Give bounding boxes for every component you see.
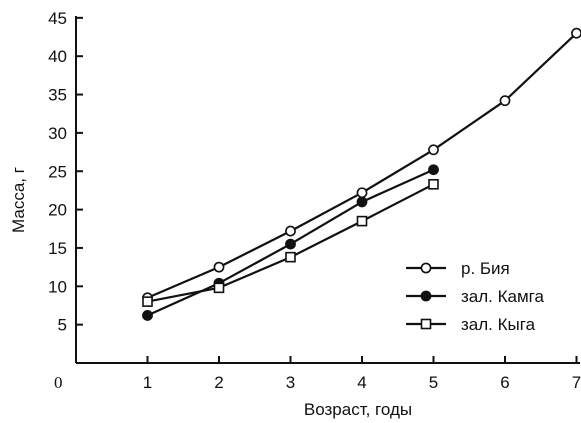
data-point-зал-кыга [142, 296, 153, 307]
y-axis-ticks: 5 10 15 20 25 30 35 40 45 [48, 9, 83, 335]
legend-marker [420, 290, 432, 302]
y-tick-label: 10 [48, 277, 67, 296]
y-tick-label: 30 [48, 124, 67, 143]
x-tick-label: 5 [429, 373, 438, 392]
x-tick-label: 2 [214, 373, 223, 392]
series-layer [142, 27, 581, 321]
series-зал-кыга [142, 178, 439, 307]
x-tick-label: 6 [500, 373, 509, 392]
data-point-р-бия [356, 187, 368, 199]
data-point-р-бия [571, 27, 581, 39]
legend-label: зал. Камга [461, 287, 544, 306]
x-tick-label: 3 [286, 373, 295, 392]
x-axis-title: Возраст, годы [304, 400, 412, 419]
x-tick-label: 7 [572, 373, 581, 392]
legend: р. Бия зал. Камга зал. Кыга [406, 259, 544, 334]
legend-marker [420, 262, 432, 274]
data-point-р-бия [499, 95, 511, 107]
y-tick-label: 45 [48, 9, 67, 28]
data-point-зал-кыга [213, 282, 225, 294]
data-point-р-бия [213, 261, 225, 273]
series-р-бия [142, 27, 581, 304]
series-зал-камга [142, 164, 439, 321]
data-point-зал-кыга [285, 251, 296, 263]
y-tick-label: 5 [58, 316, 67, 335]
legend-label: зал. Кыга [461, 315, 536, 334]
legend-item-зал-кыга: зал. Кыга [406, 315, 536, 334]
origin-label: 0 [54, 373, 63, 392]
series-line-р-бия [147, 32, 578, 299]
legend-marker [420, 318, 432, 330]
x-tick-label: 1 [143, 373, 152, 392]
data-point-зал-камга [356, 196, 368, 208]
y-tick-label: 25 [48, 162, 67, 181]
legend-item-зал-камга: зал. Камга [406, 287, 544, 306]
y-tick-label: 40 [48, 47, 67, 66]
data-point-р-бия [428, 144, 439, 156]
y-axis-title: Масса, г [9, 167, 28, 233]
data-point-зал-камга [142, 310, 153, 321]
data-point-зал-камга [428, 164, 439, 176]
legend-label: р. Бия [461, 259, 510, 278]
y-tick-label: 20 [48, 201, 67, 220]
data-point-зал-камга [285, 238, 296, 250]
data-point-зал-кыга [356, 215, 368, 227]
x-axis-ticks: 1 2 3 4 5 6 7 [143, 356, 581, 392]
legend-item-р-бия: р. Бия [406, 259, 510, 278]
axes [75, 16, 580, 364]
data-point-зал-кыга [428, 178, 439, 190]
data-point-р-бия [285, 225, 296, 237]
y-tick-label: 15 [48, 239, 67, 258]
y-tick-label: 35 [48, 86, 67, 105]
x-tick-label: 4 [357, 373, 366, 392]
